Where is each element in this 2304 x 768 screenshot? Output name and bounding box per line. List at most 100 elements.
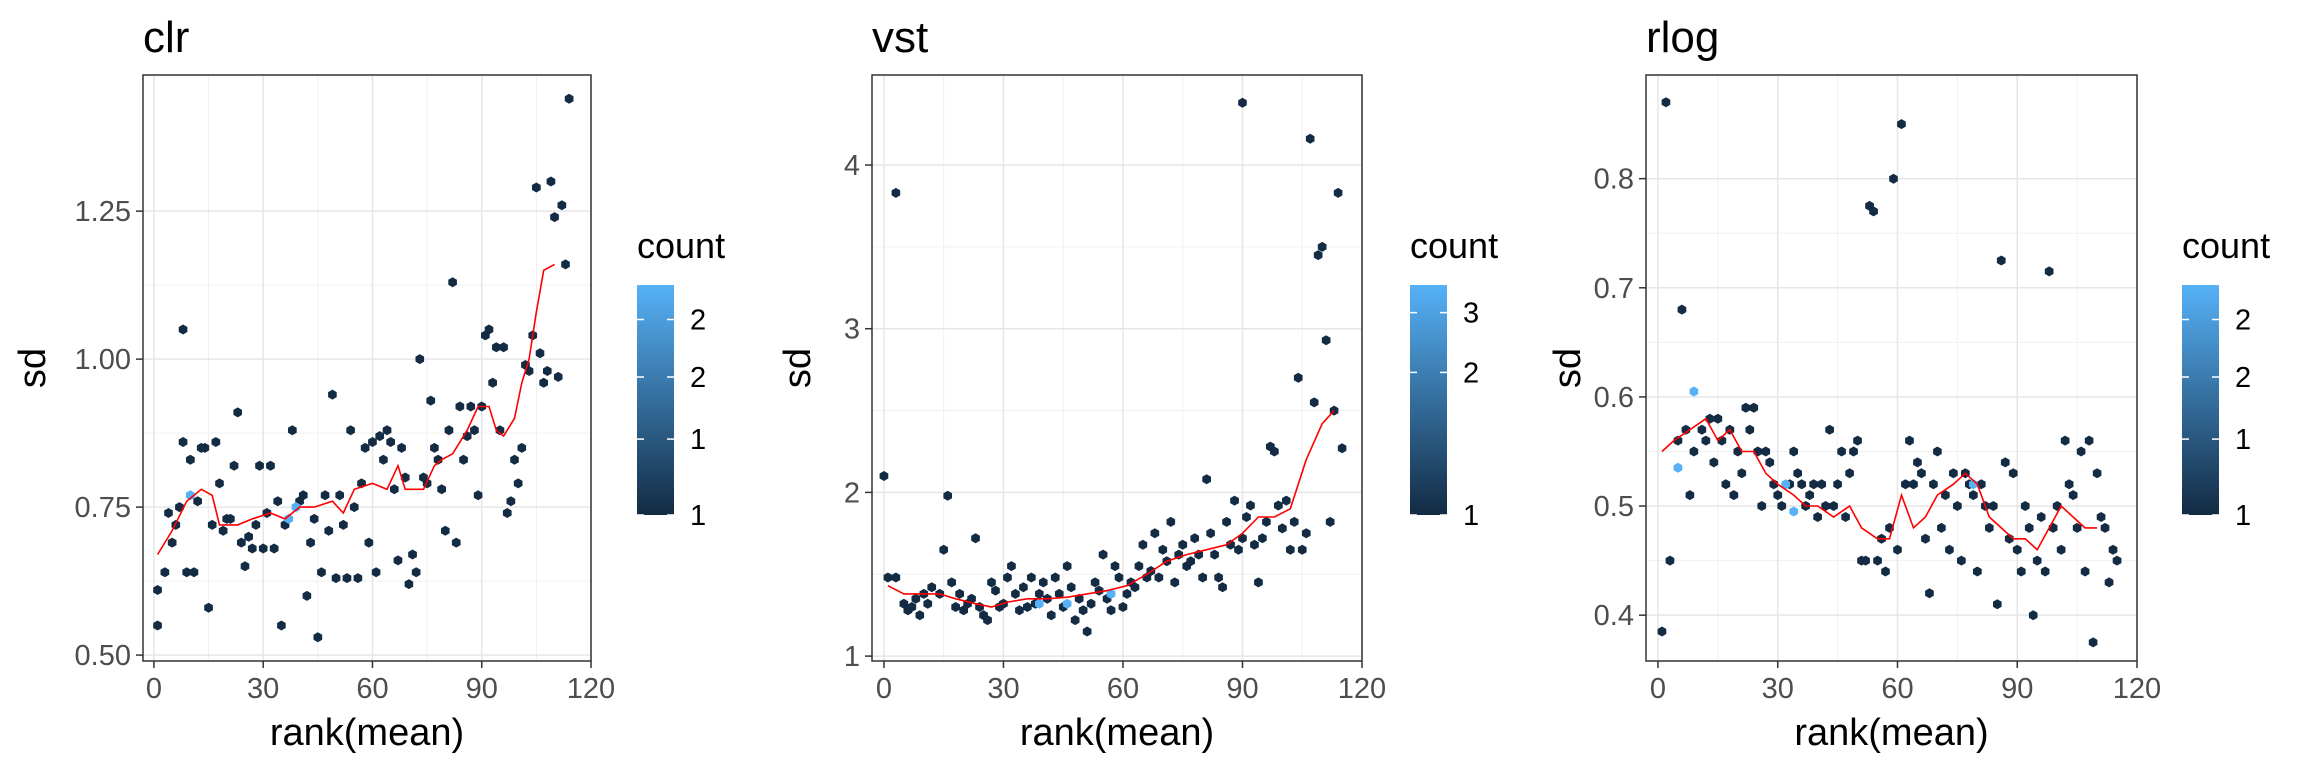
data-point [2064,479,2074,490]
x-tick-label: 90 [466,673,498,705]
data-point [1789,506,1798,517]
legend-tick-label: 2 [1463,357,1479,389]
data-point [1993,599,2002,610]
data-point [186,490,195,501]
legend-tick-label: 2 [690,305,706,337]
legend-tick-label: 2 [690,362,706,394]
trend-line [156,263,555,555]
data-point [959,605,968,616]
data-point [915,610,925,621]
data-point [1282,495,1291,506]
data-point [1893,544,1902,555]
data-point [532,182,541,193]
data-point [1094,585,1104,596]
data-point [1805,490,1814,501]
data-point [459,454,468,465]
data-point [1226,539,1235,550]
data-point [1289,516,1299,527]
data-point [324,525,334,536]
data-point [1278,523,1287,534]
y-tick-label: 0.50 [75,640,131,672]
data-point [2076,446,2086,457]
data-point [269,543,279,554]
data-point [1697,424,1707,435]
legend-title: count [2182,225,2270,266]
data-point [1305,133,1315,144]
data-point [939,544,948,555]
data-point [160,567,170,578]
legend: count 3 2 1 [1410,225,1498,532]
data-point [1317,241,1327,252]
data-point [1210,549,1219,560]
panel-border [871,74,1363,662]
data-point [226,513,235,524]
panel-title: vst [872,13,928,62]
legend-title: count [1410,225,1498,266]
data-point [1066,582,1076,593]
data-point [1757,501,1767,511]
data-point [1321,335,1331,346]
data-point [1709,457,1719,468]
data-point [1234,544,1243,555]
data-point [1817,479,1826,490]
data-point [1222,516,1231,527]
data-point [1933,446,1942,457]
data-point [2056,544,2066,555]
data-point [553,371,563,382]
data-point [1833,479,1842,490]
data-point [1781,479,1790,490]
data-point [204,602,213,613]
data-point [517,442,527,453]
data-point [1198,572,1207,583]
data-point [211,437,221,447]
data-point [218,525,228,536]
data-point [488,377,497,388]
data-point [1186,556,1195,567]
data-point [1773,490,1783,501]
legend: count 2 2 1 1 [2182,225,2270,532]
plot-area [143,75,591,661]
data-point [255,460,264,471]
data-point [550,212,559,223]
data-point [1218,582,1227,593]
y-tick-label: 0.4 [1594,600,1634,632]
data-point [1925,588,1934,599]
data-point [1661,97,1671,108]
x-tick-label: 60 [1881,673,1913,705]
data-point [1106,605,1116,616]
data-point [1681,424,1691,435]
data-point [1949,468,1958,479]
data-point [2072,522,2082,533]
data-point [466,401,476,412]
data-point [364,537,374,548]
data-point [1134,561,1144,572]
data-point [397,442,406,453]
data-point [1721,479,1731,490]
y-axis-label: sd [777,348,819,388]
data-point [1039,577,1048,588]
data-point [1921,533,1930,544]
data-point [1945,544,1954,555]
data-point [1685,490,1695,501]
legend-colorbar [637,285,674,515]
y-axis-label: sd [1547,348,1589,388]
x-axis-label: rank(mean) [1020,712,1214,754]
data-point [390,484,399,495]
panel-vst: 0 30 60 90 120 1 2 3 4 vst rank(mean) sd count 3 2 1 [777,13,1498,754]
data-point [244,531,253,542]
data-point [426,395,436,406]
data-point [1689,446,1699,457]
data-point [408,549,417,560]
data-point [1003,572,1012,583]
panel-title: rlog [1646,13,1719,62]
data-point [2084,435,2094,446]
data-point [415,354,425,365]
data-point [1250,539,1259,550]
data-point [1313,250,1323,261]
data-point [1078,605,1088,616]
data-point [193,496,202,507]
x-tick-label: 90 [1226,673,1258,705]
data-point [967,593,976,604]
y-tick-label: 0.5 [1594,491,1634,523]
data-point [451,537,461,548]
